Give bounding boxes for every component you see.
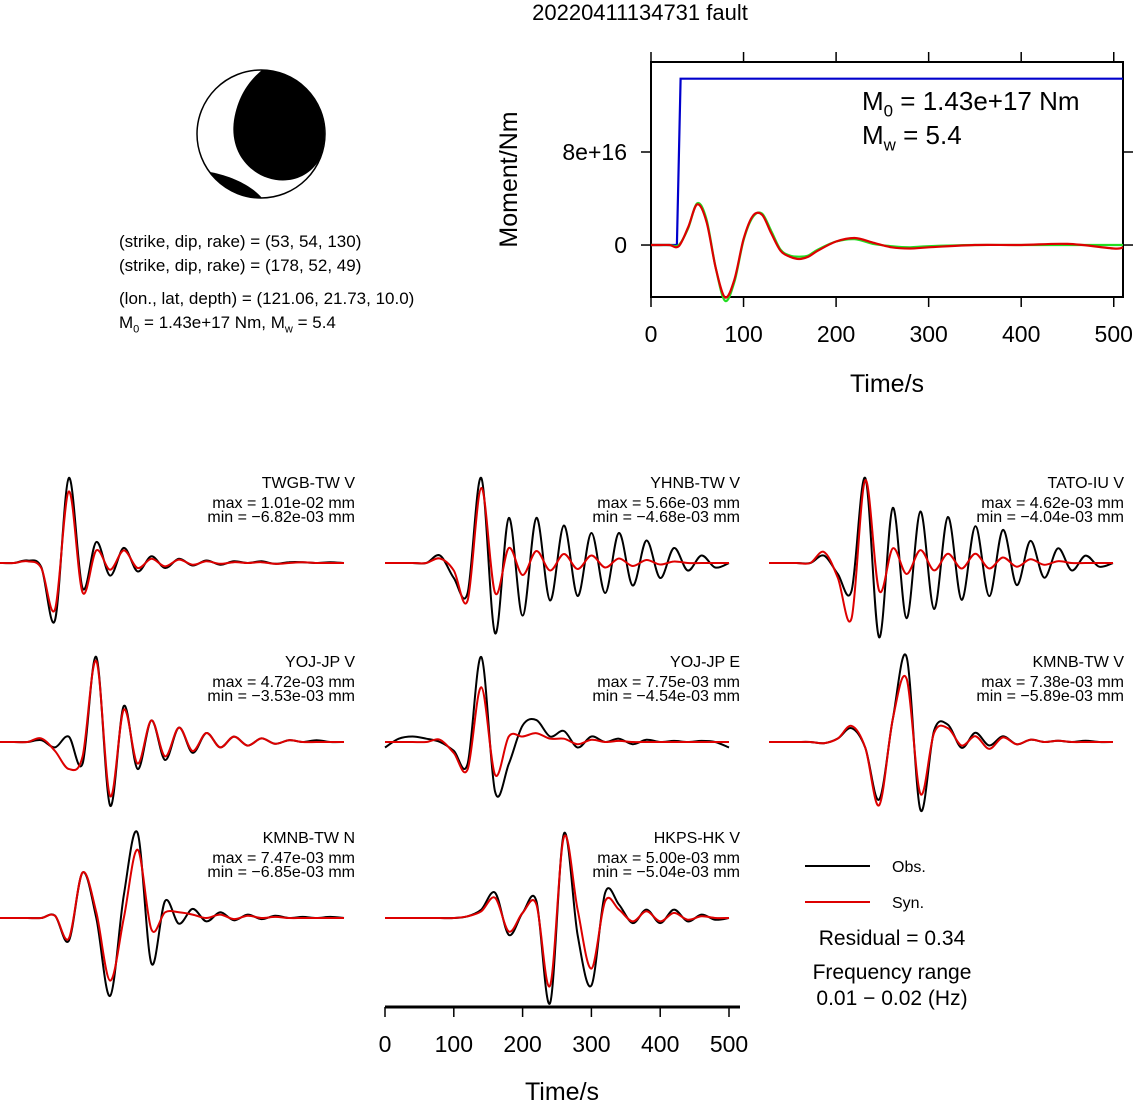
text-part: 0 (884, 102, 893, 121)
y-tick-label: 8e+16 (562, 139, 627, 165)
station-label: HKPS-HK V (654, 830, 741, 847)
min-label: min = −4.04e-03 mm (976, 509, 1124, 526)
x-tick-label: 0 (645, 321, 658, 347)
max-label: max = 7.38e-03 mm (981, 674, 1124, 691)
legend-label: Obs. (892, 859, 926, 876)
x-tick-label: 500 (710, 1031, 748, 1057)
x-tick-label: 100 (435, 1031, 473, 1057)
max-label: max = 5.66e-03 mm (597, 495, 740, 512)
annotation: Mw = 5.4 (862, 120, 962, 155)
x-tick-label: 300 (909, 321, 947, 347)
syn-trace (384, 686, 729, 777)
max-label: max = 5.00e-03 mm (597, 850, 740, 867)
annotation: M0 = 1.43e+17 Nm (862, 86, 1080, 121)
text-part: 0 (133, 323, 139, 335)
focal-line: (lon., lat, depth) = (121.06, 21.73, 10.… (119, 289, 414, 308)
x-tick-label: 200 (817, 321, 855, 347)
text-part: M (862, 86, 884, 116)
max-label: max = 4.62e-03 mm (981, 495, 1124, 512)
max-label: max = 7.75e-03 mm (597, 674, 740, 691)
min-label: min = −5.04e-03 mm (592, 864, 740, 881)
x-tick-label: 400 (641, 1031, 679, 1057)
focal-line: (strike, dip, rake) = (53, 54, 130) (119, 232, 361, 251)
x-axis-label: Time/s (525, 1078, 599, 1104)
legend-label: Syn. (892, 895, 924, 912)
beachball-compression (233, 70, 325, 181)
text-part: = 5.4 (896, 120, 962, 150)
y-tick-label: 0 (614, 232, 627, 258)
text-part: M (862, 120, 884, 150)
text-part: = 1.43e+17 Nm, (139, 313, 270, 332)
syn-trace (768, 675, 1113, 807)
syn-trace (384, 486, 729, 605)
station-label: YOJ-JP V (285, 654, 355, 671)
x-tick-label: 100 (724, 321, 762, 347)
min-label: min = −6.82e-03 mm (207, 509, 355, 526)
station-label: KMNB-TW V (1032, 654, 1124, 671)
moment-curve (651, 201, 1123, 303)
syn-trace (0, 659, 344, 798)
moment-curve (651, 203, 1124, 299)
text-part: w (883, 136, 897, 155)
focal-line: (strike, dip, rake) = (178, 52, 49) (119, 256, 361, 275)
max-label: max = 1.01e-02 mm (212, 495, 355, 512)
text-part: = 1.43e+17 Nm (893, 86, 1079, 116)
min-label: min = −4.68e-03 mm (592, 509, 740, 526)
station-label: KMNB-TW N (263, 830, 355, 847)
text-part: w (284, 323, 293, 335)
syn-trace (0, 848, 344, 982)
x-tick-label: 300 (572, 1031, 610, 1057)
x-tick-label: 200 (503, 1031, 541, 1057)
min-label: min = −4.54e-03 mm (592, 688, 740, 705)
x-tick-label: 0 (379, 1031, 392, 1057)
syn-trace (768, 479, 1113, 623)
text-part: M (271, 313, 285, 332)
station-label: TATO-IU V (1048, 475, 1125, 492)
note: 0.01 − 0.02 (Hz) (816, 987, 967, 1010)
moment-frame (650, 61, 1124, 298)
x-tick-label: 500 (1095, 321, 1133, 347)
station-label: YOJ-JP E (670, 654, 740, 671)
x-tick-label: 400 (1002, 321, 1040, 347)
max-label: max = 4.72e-03 mm (212, 674, 355, 691)
min-label: min = −5.89e-03 mm (976, 688, 1124, 705)
station-label: TWGB-TW V (262, 475, 356, 492)
note: Residual = 0.34 (819, 927, 966, 950)
min-label: min = −6.85e-03 mm (207, 864, 355, 881)
syn-trace (0, 490, 344, 613)
beachball-compression (210, 172, 262, 199)
text-part: M (119, 313, 133, 332)
x-axis-label: Time/s (850, 370, 924, 398)
obs-trace (384, 476, 730, 635)
note: Frequency range (813, 961, 972, 984)
station-label: YHNB-TW V (650, 475, 740, 492)
beachball (196, 69, 326, 199)
focal-moment: M0 = 1.43e+17 Nm, Mw = 5.4 (119, 313, 336, 335)
y-axis-label: Moment/Nm (495, 111, 523, 247)
min-label: min = −3.53e-03 mm (207, 688, 355, 705)
text-part: = 5.4 (293, 313, 336, 332)
syn-trace (385, 834, 730, 988)
figure-title: 20220411134731 fault (532, 0, 748, 25)
max-label: max = 7.47e-03 mm (212, 850, 355, 867)
